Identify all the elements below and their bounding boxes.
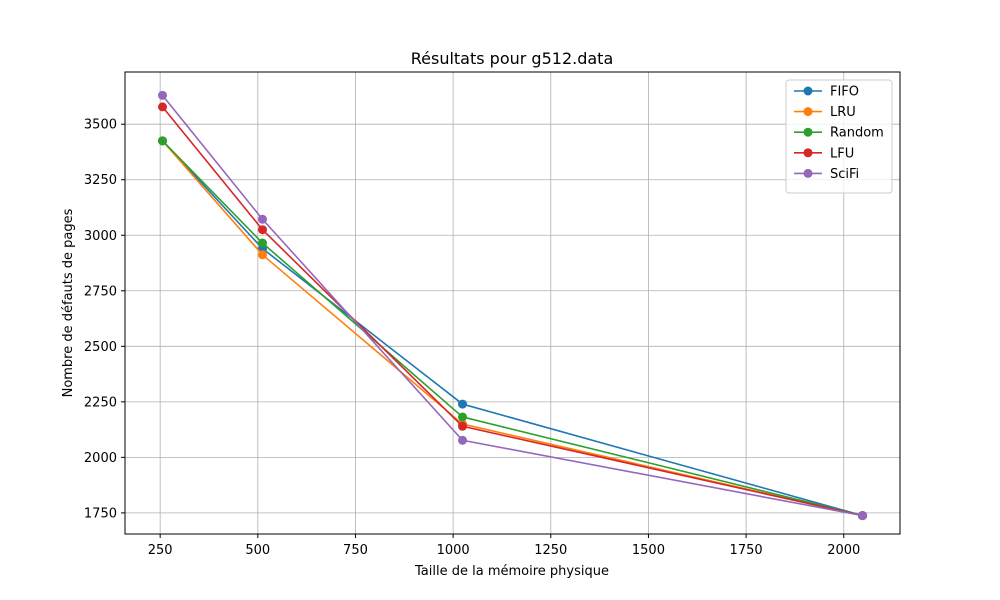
chart-title: Résultats pour g512.data <box>411 49 614 68</box>
x-tick-label: 250 <box>148 543 173 558</box>
ticks: 250 500 750 1000 1250 1500 1750 2000 1750 2000 225… <box>84 118 860 558</box>
data-point-random <box>158 136 167 146</box>
y-tick-label: 3500 <box>84 118 117 133</box>
series-line-fifo <box>161 140 863 517</box>
legend-label: SciFi <box>830 167 859 182</box>
series-scifi <box>158 90 867 521</box>
legend-swatch-marker <box>803 148 813 158</box>
legend-swatch-marker <box>803 107 813 117</box>
data-point-scifi <box>458 435 467 445</box>
plot-frame <box>124 71 901 535</box>
y-tick-label: 3000 <box>84 229 117 244</box>
y-tick-label: 2500 <box>84 340 117 355</box>
data-point-scifi <box>858 511 867 521</box>
data-point-lru <box>258 250 267 260</box>
legend-item-fifo: FIFO <box>794 85 859 100</box>
y-tick-label: 2750 <box>84 284 117 299</box>
legend-item-scifi: SciFi <box>794 167 859 182</box>
x-tick-label: 1750 <box>730 543 763 558</box>
legend: FIFO LRU Random LFU SciFi <box>785 79 893 194</box>
x-tick-label: 1250 <box>534 543 567 558</box>
legend-item-lru: LRU <box>794 105 856 120</box>
y-axis-title: Nombre de défauts de pages <box>61 208 76 397</box>
legend-box <box>785 79 893 194</box>
x-tick-label: 1500 <box>632 543 665 558</box>
plot-area <box>125 72 900 534</box>
x-axis-title: Taille de la mémoire physique <box>414 564 609 579</box>
legend-swatch-marker <box>803 168 813 178</box>
data-point-scifi <box>158 90 167 100</box>
series-line-lru <box>161 140 863 517</box>
legend-label: Random <box>830 126 884 141</box>
legend-swatch-marker <box>803 86 813 96</box>
legend-item-random: Random <box>794 126 884 141</box>
data-point-lfu <box>158 102 167 112</box>
y-tick-label: 2250 <box>84 395 117 410</box>
x-tick-label: 1000 <box>437 543 470 558</box>
legend-label: FIFO <box>830 85 859 100</box>
data-point-lfu <box>458 421 467 431</box>
legend-label: LFU <box>830 146 854 161</box>
y-tick-label: 3250 <box>84 173 117 188</box>
y-tick-label: 1750 <box>84 506 117 521</box>
data-point-random <box>258 238 267 248</box>
data-point-fifo <box>458 399 467 409</box>
x-tick-label: 750 <box>343 543 368 558</box>
x-tick-label: 2000 <box>827 543 860 558</box>
series-line-lfu <box>161 106 863 517</box>
series-layer <box>158 90 867 521</box>
data-point-scifi <box>258 214 267 224</box>
y-tick-label: 2000 <box>84 451 117 466</box>
legend-swatch-marker <box>803 127 813 137</box>
legend-label: LRU <box>830 105 856 120</box>
legend-item-lfu: LFU <box>794 146 854 161</box>
series-line-scifi <box>161 94 863 517</box>
data-point-random <box>458 412 467 422</box>
data-point-lfu <box>258 225 267 235</box>
x-tick-label: 500 <box>245 543 270 558</box>
